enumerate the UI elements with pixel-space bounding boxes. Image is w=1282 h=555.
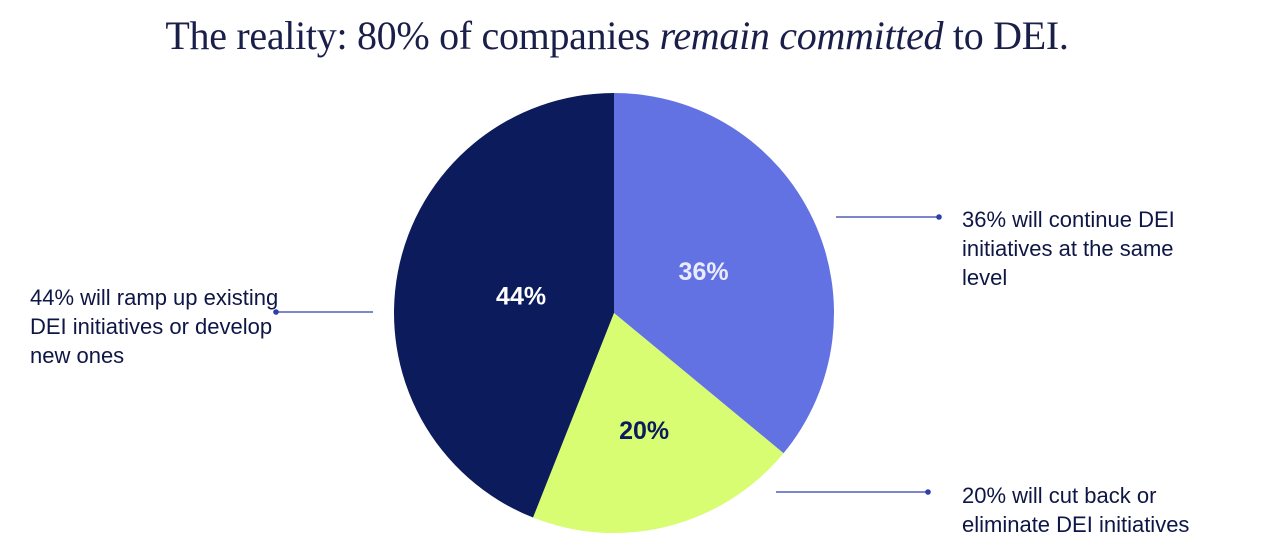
title-suffix: to DEI.: [943, 13, 1069, 58]
callout-cut-back: 20% will cut back or eliminate DEI initi…: [962, 483, 1190, 537]
callout-leaders: [273, 214, 942, 495]
pie-slices: [393, 93, 834, 534]
chart-title: The reality: 80% of companies remain com…: [0, 12, 1234, 59]
pie-slice-continue: [614, 93, 834, 454]
callout-continue: 36% will continue DEI initiatives at the…: [962, 207, 1175, 290]
pie-labels: 36% 20% 44%: [496, 258, 729, 445]
pie-slice-cut-back: [533, 313, 784, 534]
leader-ramp-up: [273, 309, 373, 315]
title-prefix: The reality: 80% of companies: [165, 13, 660, 58]
pie-slice-ramp-up: [393, 93, 614, 518]
pie-label-cut-back: 20%: [619, 417, 669, 445]
title-emphasis: remain committed: [659, 13, 944, 58]
callout-ramp-up: 44% will ramp up existing DEI initiative…: [30, 285, 279, 368]
pie-label-continue: 36%: [679, 258, 729, 286]
leader-cut-back: [776, 489, 931, 495]
pie-label-ramp-up: 44%: [496, 282, 546, 310]
leader-continue: [836, 214, 942, 220]
